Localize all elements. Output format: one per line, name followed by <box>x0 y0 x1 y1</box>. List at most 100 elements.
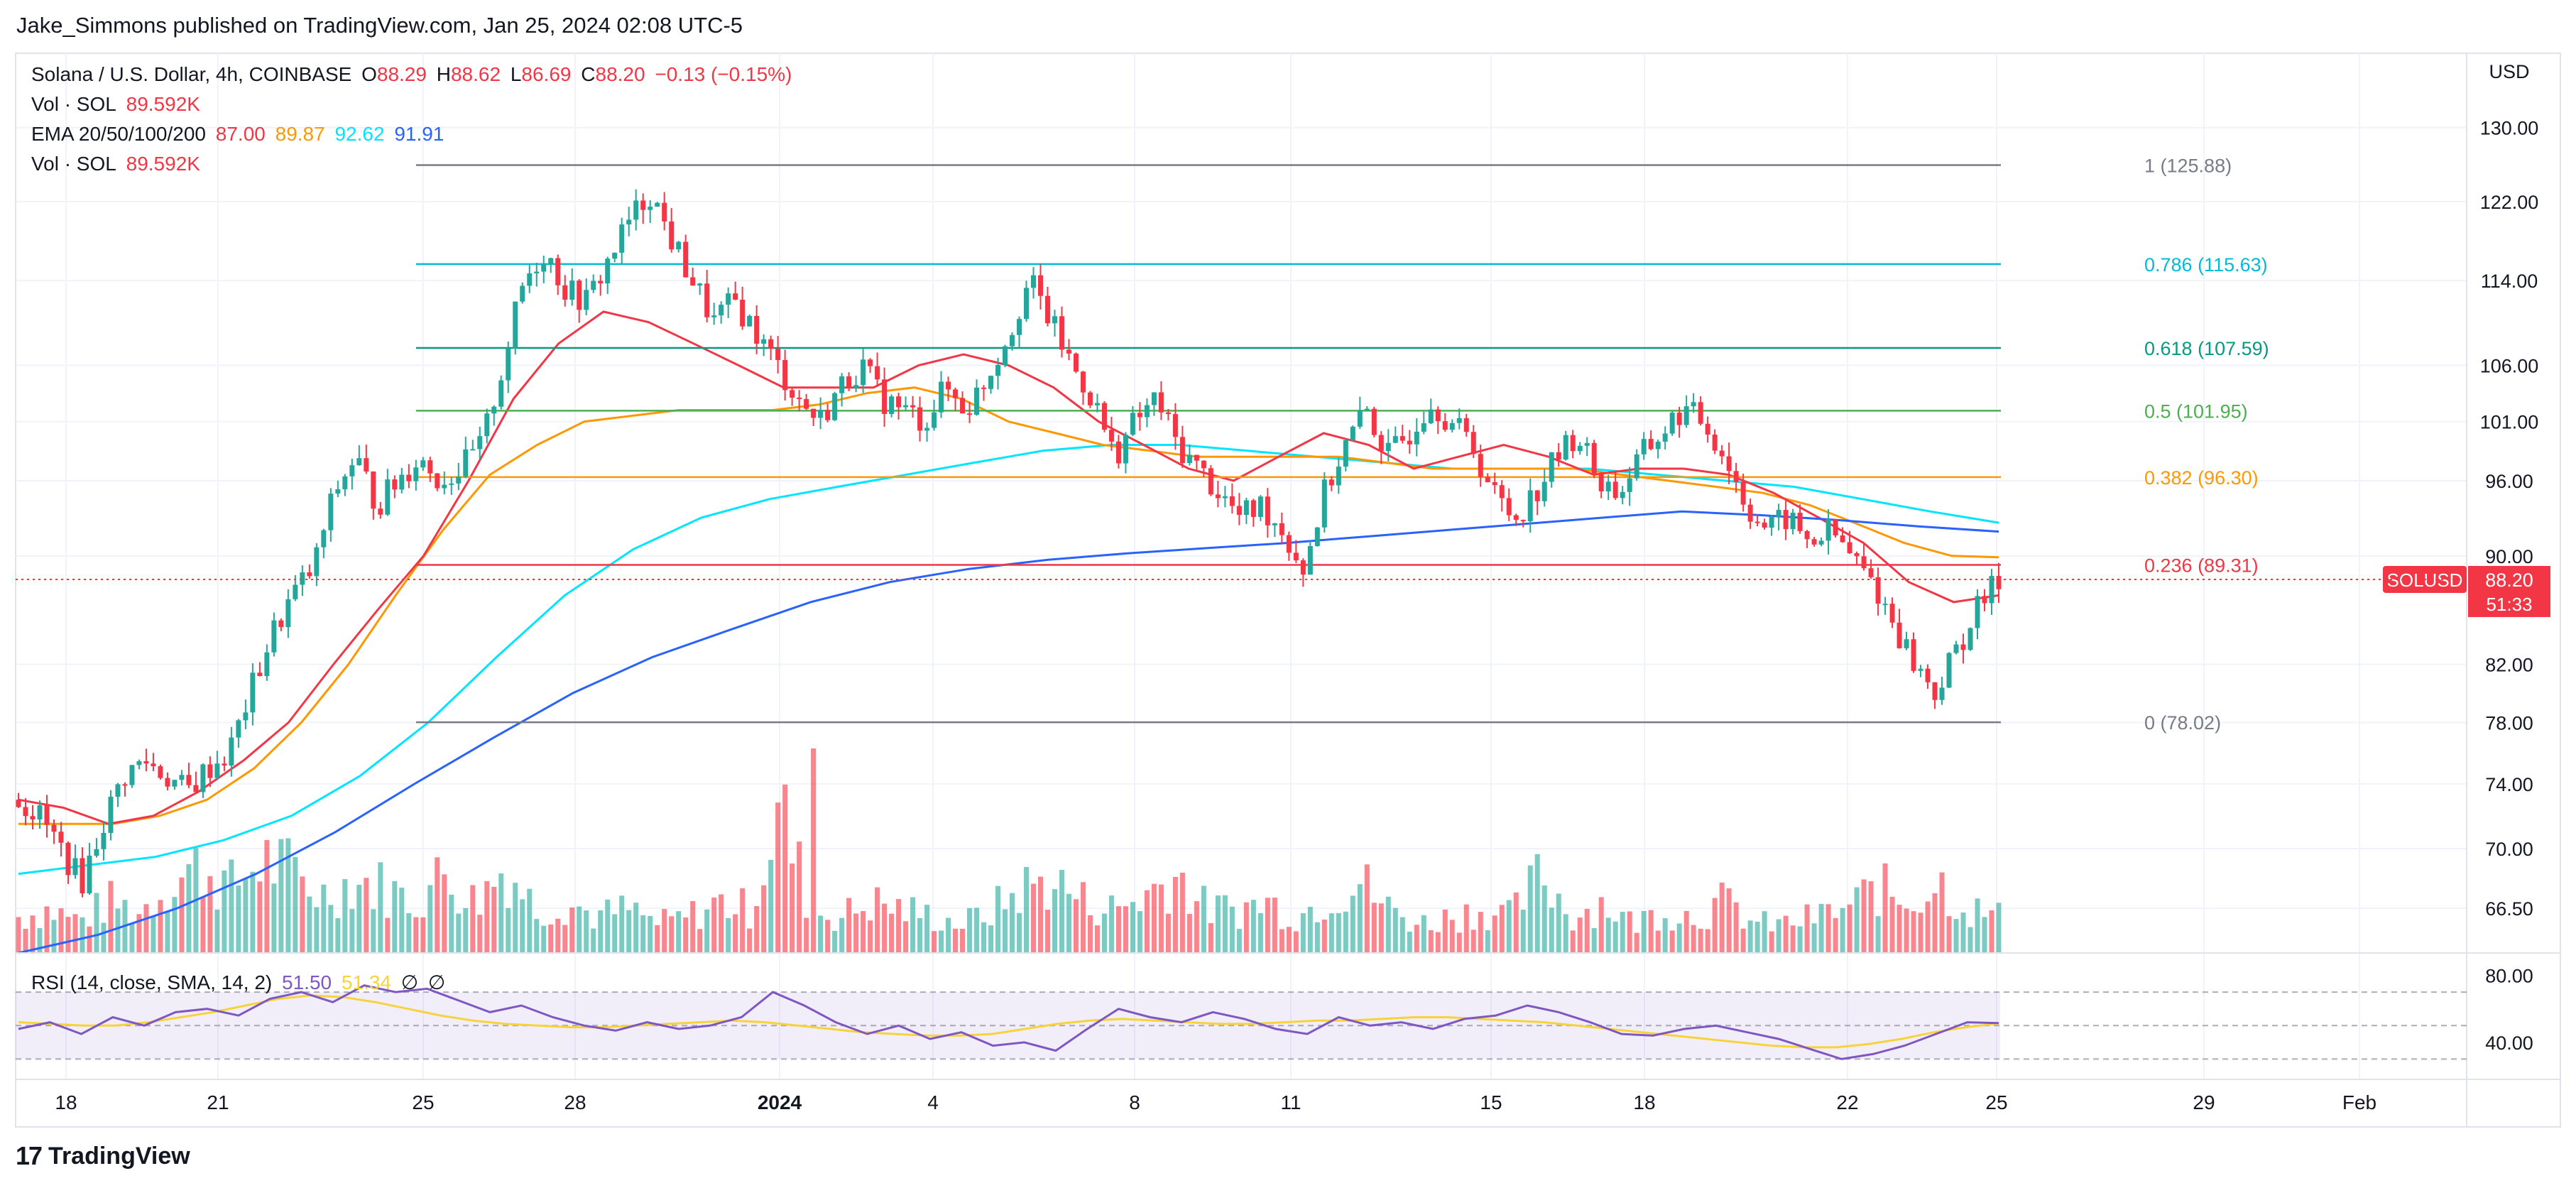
volume-bar <box>1783 915 1789 953</box>
candle-body <box>825 410 831 420</box>
candle-body <box>1620 491 1625 498</box>
volume-bar <box>1037 876 1043 953</box>
candle-body <box>839 376 845 393</box>
volume-bar <box>1932 893 1938 953</box>
volume-bar <box>1577 917 1583 953</box>
candle-body <box>16 800 21 807</box>
candle-body <box>648 207 653 210</box>
time-tick-label: 25 <box>412 1091 434 1113</box>
volume-bar <box>1059 870 1064 953</box>
volume-bar <box>378 862 383 953</box>
volume-bar <box>1868 881 1874 953</box>
candle-body <box>1953 644 1959 653</box>
candle-body <box>1130 413 1135 435</box>
candle-body <box>1676 413 1682 425</box>
volume-bar <box>541 925 547 953</box>
candle-body <box>605 258 611 284</box>
fib-level-label: 0.5 (101.95) <box>2144 400 2248 422</box>
volume-bar <box>1833 917 1838 953</box>
volume-bar <box>364 878 369 953</box>
volume-bar <box>1989 910 1994 953</box>
fib-level-label: 1 (125.88) <box>2144 156 2232 177</box>
candle-body <box>449 483 454 485</box>
volume-bar <box>1179 872 1185 953</box>
volume-bar <box>1769 931 1774 953</box>
volume-bar <box>946 917 951 953</box>
volume-bar <box>1350 895 1355 953</box>
volume-bar <box>44 906 50 953</box>
candle-body <box>1201 460 1206 469</box>
candle-body <box>293 584 298 599</box>
currency-label[interactable]: USD <box>2489 61 2529 82</box>
candle-body <box>626 219 632 225</box>
candle-body <box>1385 442 1391 452</box>
volume-bar <box>719 894 724 953</box>
candle-body <box>1904 639 1909 648</box>
volume-bar <box>1712 898 1718 953</box>
fib-retracement[interactable]: 1 (125.88) 0.786 (115.63) 0.618 (107.59) 0.… <box>416 156 2269 734</box>
candle-body <box>1655 441 1661 449</box>
time-axis[interactable]: 18 21 25 28 2024 4 8 11 15 18 22 25 29 Feb <box>55 1091 2376 1113</box>
rsi-sma-value: 51.34 <box>341 971 391 993</box>
volume-bar <box>1911 911 1916 953</box>
volume-bar <box>1300 913 1306 953</box>
time-tick-label: 8 <box>1129 1091 1140 1113</box>
volume-bar <box>591 928 596 953</box>
volume-bar <box>321 884 327 953</box>
volume-bar <box>236 885 241 953</box>
volume-bar <box>1499 905 1505 953</box>
candle-body <box>669 221 675 250</box>
volume-bar <box>1201 885 1206 953</box>
time-tick-label: 2024 <box>758 1091 802 1113</box>
volume-bar <box>598 910 604 953</box>
candle-body <box>1726 456 1732 472</box>
volume-bar <box>115 908 121 953</box>
volume-bar <box>548 924 554 953</box>
volume-bar <box>711 897 717 953</box>
volume-bar <box>534 919 540 953</box>
volume-bar <box>456 913 462 953</box>
candle-body <box>214 763 220 778</box>
candle-body <box>1399 436 1405 441</box>
volume-bar <box>1371 903 1377 953</box>
candle-body <box>1939 687 1945 700</box>
candle-body <box>733 293 738 300</box>
candle-body <box>790 390 795 398</box>
candle-body <box>967 413 973 415</box>
symbol-legend: Solana / U.S. Dollar, 4h, COINBASE O88.2… <box>31 63 796 86</box>
volume-bar <box>1421 915 1426 953</box>
candle-body <box>122 784 128 786</box>
candle-body <box>1101 403 1107 430</box>
volume-bar <box>747 928 753 953</box>
volume-bar <box>1634 932 1639 953</box>
candle-body <box>619 224 625 253</box>
volume-bar <box>1215 895 1221 953</box>
candle-body <box>1265 496 1270 525</box>
candle-body <box>1250 500 1256 517</box>
volume-bar <box>697 929 703 953</box>
volume-legend-2: Vol · SOL 89.592K <box>31 153 204 175</box>
candle-body <box>364 458 369 472</box>
volume-bar <box>300 876 305 953</box>
candle-body <box>1719 450 1725 457</box>
volume-bar <box>1840 908 1845 953</box>
candle-body <box>1087 392 1093 405</box>
candle-body <box>946 381 951 390</box>
candle-body <box>1712 434 1718 451</box>
candle-body <box>1513 515 1519 521</box>
candle-body <box>229 737 234 766</box>
candle-body <box>108 796 114 833</box>
volume-bar <box>356 884 362 953</box>
volume-bar <box>1101 913 1107 953</box>
candle-body <box>1506 498 1512 516</box>
volume-bar <box>1385 896 1391 953</box>
candle-body <box>356 458 362 466</box>
tradingview-logo[interactable]: 17 TradingView <box>16 1141 190 1171</box>
candle-body <box>498 380 504 407</box>
volume-bar <box>1584 908 1590 953</box>
time-tick-label: 22 <box>1836 1091 1858 1113</box>
volume-bar <box>924 905 930 953</box>
volume-bar <box>1946 916 1952 953</box>
price-tick-label: 66.50 <box>2485 898 2533 920</box>
